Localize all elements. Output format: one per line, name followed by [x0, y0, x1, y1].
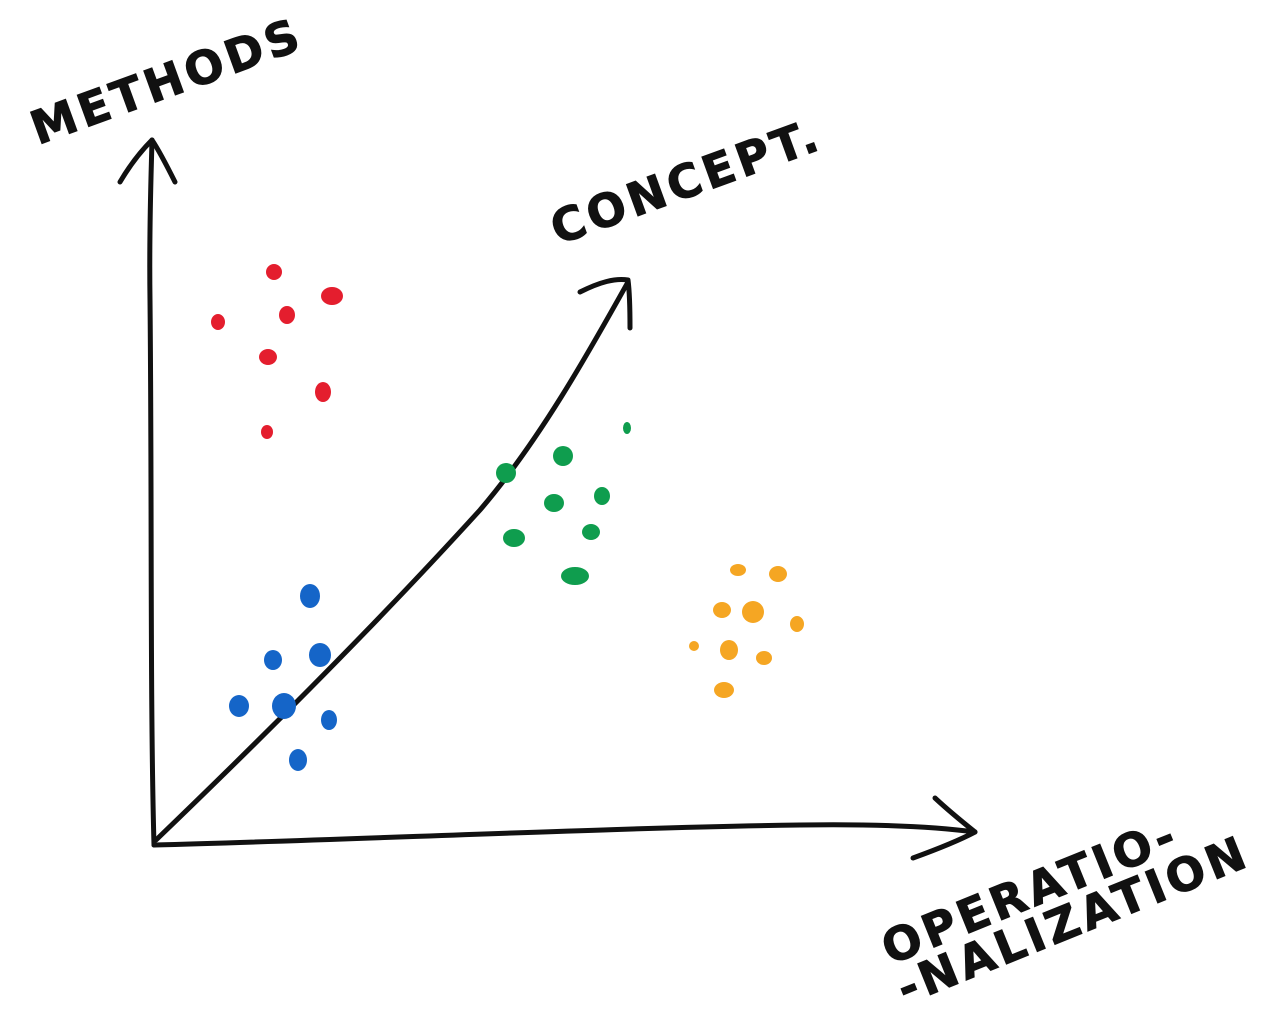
green-dot [561, 567, 589, 585]
concept-axis [153, 279, 631, 843]
blue-dot [289, 749, 307, 771]
methods-axis [147, 137, 157, 848]
operationalization-axis-arrowhead [910, 795, 978, 861]
orange-dot [730, 564, 746, 576]
green-dot [582, 524, 600, 540]
orange-dot [689, 641, 699, 651]
green-dot [496, 463, 516, 483]
green-dot [544, 494, 564, 512]
red-dot [211, 314, 225, 330]
orange-dot [769, 566, 787, 582]
orange-dot [720, 640, 738, 660]
red-dot [261, 425, 273, 439]
orange-dot [713, 602, 731, 618]
red-cluster [211, 264, 343, 439]
blue-dot [272, 693, 296, 719]
blue-dot [309, 643, 331, 667]
blue-dot [300, 584, 320, 608]
orange-dot [790, 616, 804, 632]
concept-label: CONCEPT. [543, 107, 828, 255]
red-dot [315, 382, 331, 402]
green-cluster [496, 422, 631, 585]
red-dot [259, 349, 277, 365]
orange-dot [714, 682, 734, 698]
concept-axis-arrowhead [577, 277, 633, 331]
blue-cluster [229, 584, 337, 771]
red-dot [321, 287, 343, 305]
blue-dot [264, 650, 282, 670]
green-dot [623, 422, 631, 434]
red-dot [266, 264, 282, 280]
blue-dot [321, 710, 337, 730]
orange-cluster [689, 564, 804, 698]
orange-dot [756, 651, 772, 665]
red-dot [279, 306, 295, 324]
operationalization-axis [151, 822, 978, 848]
methods-axis-arrowhead [117, 137, 178, 185]
orange-dot [742, 601, 764, 623]
green-dot [503, 529, 525, 547]
green-dot [553, 446, 573, 466]
methods-label: METHODS [23, 7, 310, 155]
green-dot [594, 487, 610, 505]
blue-dot [229, 695, 249, 717]
